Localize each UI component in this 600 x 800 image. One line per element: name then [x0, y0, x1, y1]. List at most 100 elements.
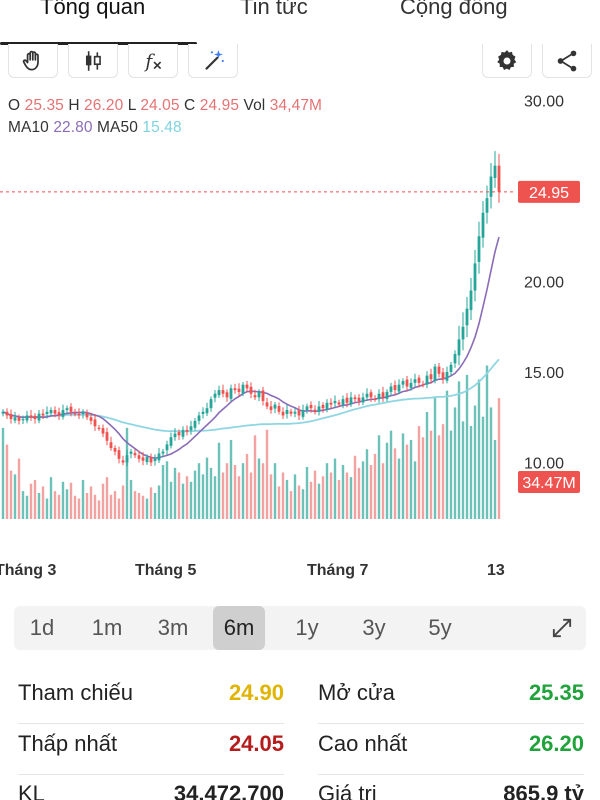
- candle: [181, 429, 185, 437]
- price-tag: [518, 180, 580, 203]
- candle: [357, 397, 361, 401]
- volume-bar: [329, 472, 333, 519]
- volume-bar: [409, 439, 413, 519]
- volume-bar: [489, 407, 493, 519]
- volume-bar: [429, 430, 433, 519]
- volume-bar: [361, 461, 365, 519]
- candle: [177, 432, 181, 436]
- candle: [269, 406, 273, 411]
- candle: [481, 212, 485, 238]
- indicators-button[interactable]: f: [128, 44, 178, 78]
- y-tick-label: 15.00: [524, 365, 564, 382]
- volume-bar: [389, 430, 393, 519]
- range-1m[interactable]: 1m: [91, 615, 123, 640]
- candle: [281, 411, 285, 416]
- candle: [313, 409, 317, 412]
- volume-bar: [301, 489, 305, 519]
- divider: [318, 774, 584, 775]
- candle: [333, 400, 337, 404]
- price-tag-label: 24.95: [529, 185, 569, 202]
- candle: [17, 417, 21, 421]
- candle: [261, 390, 265, 401]
- candle: [49, 410, 53, 414]
- volume-bar: [241, 463, 245, 519]
- candle: [429, 374, 433, 380]
- hand-tool-button[interactable]: [8, 44, 58, 78]
- candle: [369, 392, 373, 398]
- ma50-label: MA50: [97, 119, 138, 136]
- volume-bar: [497, 398, 501, 519]
- expand-icon[interactable]: [548, 614, 576, 642]
- volume-tag: [518, 471, 580, 493]
- volume-value: 34,47M: [269, 97, 323, 114]
- volume-bar: [129, 479, 133, 519]
- range-3y[interactable]: 3y: [362, 615, 386, 640]
- candle: [449, 364, 453, 372]
- candle: [417, 377, 421, 383]
- volume-bar: [89, 486, 93, 519]
- candle: [497, 165, 501, 192]
- candle: [433, 366, 437, 381]
- candle: [473, 263, 477, 291]
- range-1d[interactable]: 1d: [29, 615, 55, 640]
- volume-bar: [481, 416, 485, 519]
- drawing-tools-button[interactable]: [188, 44, 238, 78]
- volume-bar: [321, 476, 325, 519]
- candle: [309, 404, 313, 409]
- range-5y[interactable]: 5y: [428, 615, 452, 640]
- close-value: 24.95: [199, 97, 240, 114]
- candle: [469, 290, 473, 311]
- range-1y[interactable]: 1y: [295, 615, 319, 640]
- low-label: L: [127, 97, 136, 114]
- volume-bar: [325, 463, 329, 519]
- volume-bar: [377, 435, 381, 519]
- candle: [225, 392, 229, 398]
- stat-label: Mở cửa: [318, 680, 395, 705]
- candle: [373, 398, 377, 400]
- range-3m[interactable]: 3m: [157, 615, 189, 640]
- volume-bar: [61, 481, 65, 519]
- svg-text:f: f: [143, 51, 155, 72]
- settings-button[interactable]: [482, 44, 532, 78]
- range-6m[interactable]: 6m: [213, 606, 265, 650]
- tab-news[interactable]: Tin tức: [240, 0, 308, 19]
- function-icon: f: [143, 51, 162, 72]
- gear-icon: [497, 49, 517, 70]
- volume-bar: [337, 479, 341, 519]
- candle: [361, 397, 365, 403]
- volume-bar: [285, 479, 289, 519]
- share-button[interactable]: [542, 44, 592, 78]
- volume-bar: [205, 457, 209, 519]
- volume-bar: [265, 429, 269, 519]
- volume-bar: [173, 467, 177, 519]
- tab-overview[interactable]: Tổng quan: [40, 0, 146, 19]
- candle: [401, 381, 405, 385]
- tab-community[interactable]: Cộng đồng: [400, 0, 508, 19]
- candle: [5, 411, 9, 416]
- candle: [185, 429, 189, 432]
- y-tick-label: 20.00: [524, 275, 564, 292]
- candle: [109, 442, 113, 449]
- volume-bar: [217, 442, 221, 519]
- candle: [145, 457, 149, 463]
- chart-type-button[interactable]: [68, 44, 118, 78]
- volume-bar: [441, 424, 445, 519]
- candle: [161, 451, 165, 454]
- candle: [33, 415, 37, 420]
- volume-bar: [153, 492, 157, 519]
- y-tick-label: 10.00: [524, 456, 564, 473]
- volume-bar: [133, 491, 137, 519]
- volume-bar: [121, 485, 125, 519]
- stat-label: KL: [18, 781, 45, 800]
- volume-bar: [53, 491, 57, 519]
- candle: [205, 408, 209, 414]
- candle: [413, 379, 417, 383]
- volume-bar: [225, 463, 229, 519]
- volume-bar: [373, 453, 377, 519]
- stat-value: 24.90: [228, 680, 284, 705]
- volume-bar: [425, 412, 429, 519]
- volume-bar: [1, 427, 5, 519]
- candle: [229, 388, 233, 399]
- price-chart[interactable]: 30.00 20.00 15.00 10.00 24.95 34.47M Tháng 3 Th…: [0, 82, 600, 588]
- volume-bar: [253, 435, 257, 519]
